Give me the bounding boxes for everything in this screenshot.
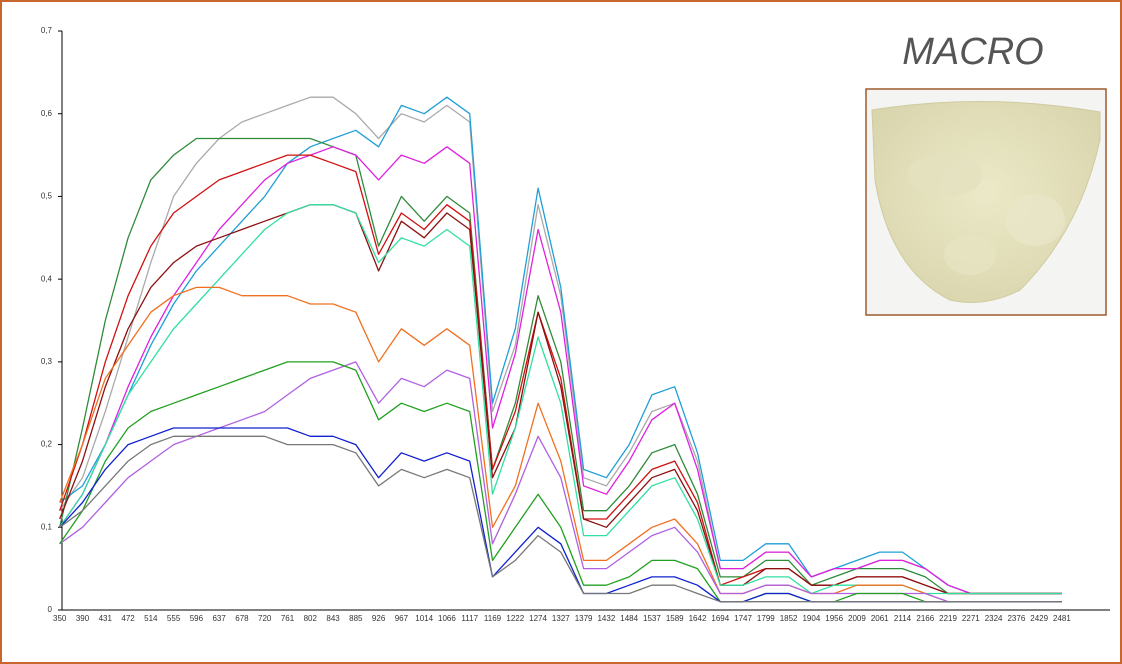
- y-tick-label: 0: [48, 605, 53, 614]
- x-tick-label: 390: [76, 614, 90, 623]
- y-tick-label: 0,1: [41, 522, 53, 531]
- y-tick-label: 0,6: [41, 109, 53, 118]
- annotation: MACRO: [902, 31, 1043, 73]
- x-tick-label: 1799: [757, 614, 775, 623]
- x-tick-label: 1747: [734, 614, 752, 623]
- x-tick-label: 555: [167, 614, 181, 623]
- x-tick-label: 1432: [597, 614, 615, 623]
- x-tick-label: 1169: [484, 614, 502, 623]
- x-tick-label: 2061: [871, 614, 889, 623]
- x-tick-label: 1694: [711, 614, 729, 623]
- x-tick-label: 1904: [802, 614, 820, 623]
- x-tick-label: 1066: [438, 614, 456, 623]
- photo-inset: [866, 89, 1106, 315]
- x-tick-label: 1117: [461, 614, 478, 623]
- x-tick-label: 678: [235, 614, 249, 623]
- x-tick-label: 2271: [962, 614, 980, 623]
- x-tick-label: 1014: [415, 614, 433, 623]
- x-tick-label: 761: [281, 614, 295, 623]
- x-tick-label: 720: [258, 614, 272, 623]
- x-tick-label: 514: [144, 614, 158, 623]
- x-tick-label: 431: [99, 614, 113, 623]
- y-tick-label: 0,5: [41, 192, 53, 201]
- chart: MACRO 0 0,1 0,2 0,3 0,4 0,5 0,6 0,7 350 390 431 472…: [0, 0, 1122, 664]
- x-tick-label: 2429: [1030, 614, 1048, 623]
- x-tick-label: 1956: [825, 614, 843, 623]
- y-tick-label: 0,7: [41, 26, 53, 35]
- x-tick-label: 926: [372, 614, 386, 623]
- x-tick-label: 1484: [620, 614, 638, 623]
- x-tick-label: 2009: [848, 614, 866, 623]
- x-tick-label: 637: [212, 614, 226, 623]
- x-tick-label: 1274: [529, 614, 547, 623]
- x-tick-label: 1589: [666, 614, 684, 623]
- x-tick-label: 2166: [916, 614, 934, 623]
- y-tick-label: 0,3: [41, 357, 53, 366]
- x-tick-label: 885: [349, 614, 363, 623]
- x-tick-label: 1642: [689, 614, 707, 623]
- x-tick-label: 2114: [894, 614, 912, 623]
- x-tick-label: 1222: [506, 614, 524, 623]
- x-tick-label: 967: [395, 614, 409, 623]
- x-tick-label: 1327: [552, 614, 570, 623]
- x-tick-label: 2219: [939, 614, 957, 623]
- x-tick-label: 1537: [643, 614, 661, 623]
- x-tick-label: 843: [326, 614, 340, 623]
- x-tick-label: 2324: [985, 614, 1003, 623]
- x-tick-label: 2481: [1053, 614, 1071, 623]
- x-tick-label: 2376: [1007, 614, 1025, 623]
- y-tick-label: 0,4: [41, 274, 53, 283]
- x-tick-label: 596: [190, 614, 204, 623]
- x-tick-label: 472: [121, 614, 135, 623]
- y-tick-label: 0,2: [41, 440, 53, 449]
- x-tick-label: 1379: [575, 614, 593, 623]
- x-tick-label: 802: [304, 614, 318, 623]
- x-tick-label: 350: [53, 614, 67, 623]
- x-tick-label: 1852: [780, 614, 798, 623]
